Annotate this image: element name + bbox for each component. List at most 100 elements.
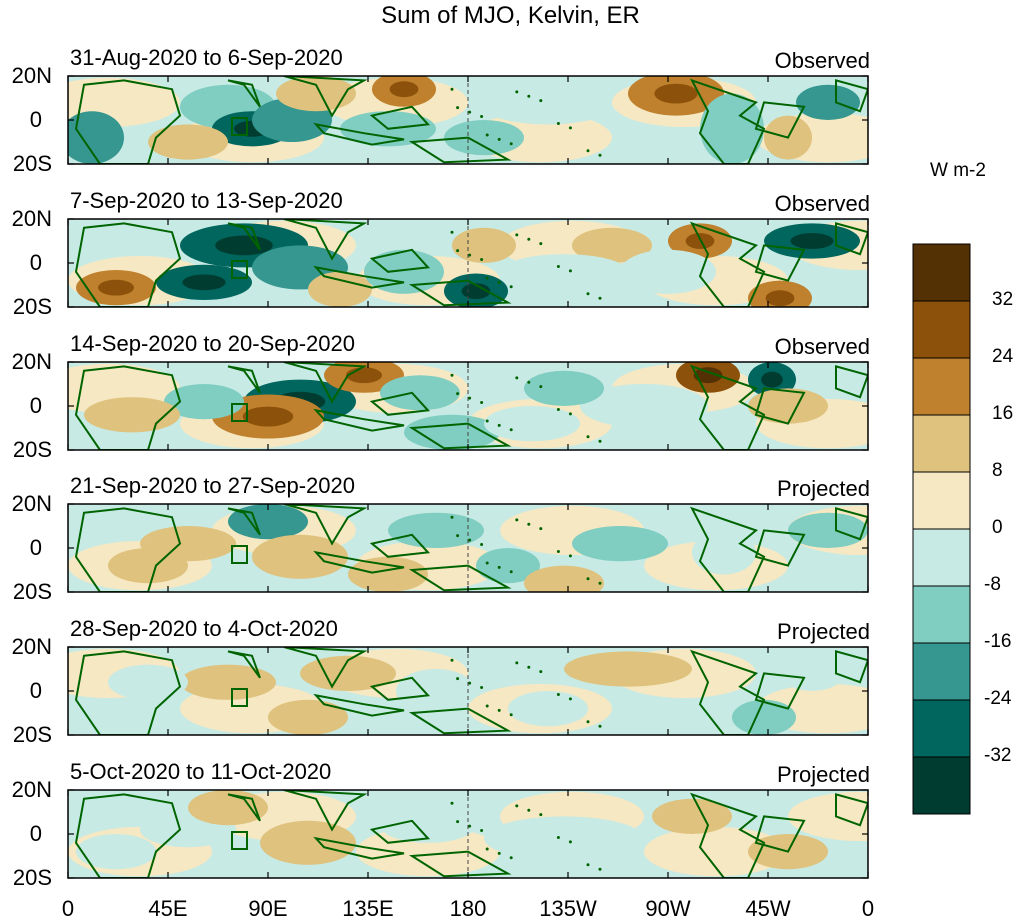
anomaly-contour [700, 93, 764, 164]
map-panel [67, 361, 869, 451]
coastline [408, 136, 512, 164]
panel-date-range: 7-Sep-2020 to 13-Sep-2020 [70, 188, 343, 213]
colorbar-segment [912, 585, 971, 644]
anomaly-contour [580, 384, 708, 428]
latitude-label: 20S [12, 294, 52, 319]
anomaly-contour [484, 406, 580, 442]
coastline [754, 101, 806, 139]
anomaly-contour [484, 816, 644, 861]
longitude-label: 0 [861, 896, 875, 921]
anomaly-contour [148, 124, 228, 160]
coastline [283, 219, 368, 261]
coastline [754, 387, 806, 425]
region-box [231, 403, 248, 422]
colorbar-units: W m-2 [930, 160, 986, 181]
panel-kind: Observed [774, 48, 870, 73]
latitude-label: 20N [11, 491, 52, 516]
coastline [835, 222, 868, 256]
coastline [835, 793, 868, 827]
panel-kind: Projected [777, 619, 870, 644]
anomaly-contour [76, 834, 156, 870]
latitude-label: 20S [12, 865, 52, 890]
anomaly-contour [732, 699, 796, 735]
latitude-label: 0 [29, 107, 42, 132]
panel-kind: Observed [774, 191, 870, 216]
coastline [313, 836, 405, 860]
longitude-label: 180 [449, 896, 487, 921]
coastline [313, 693, 405, 717]
coastline [227, 79, 261, 108]
coastline [754, 815, 806, 853]
colorbar-tick-label: 24 [992, 346, 1014, 367]
latitude-label: 20N [11, 206, 52, 231]
coastline [689, 364, 766, 450]
coastline [689, 792, 766, 878]
anomaly-contour [68, 111, 124, 164]
anomaly-contour [108, 664, 188, 700]
latitude-label: 0 [29, 821, 42, 846]
latitude-label: 20S [12, 579, 52, 604]
anomaly-contour [652, 798, 732, 835]
colorbar-tick-label: 32 [992, 289, 1014, 310]
anomaly-contour [388, 512, 484, 549]
anomaly-contour [524, 370, 604, 406]
map-panel [67, 789, 869, 879]
anomaly-contour [380, 807, 476, 843]
anomaly-contour [444, 120, 524, 156]
region-box [231, 260, 248, 279]
anomaly-contour [276, 76, 356, 112]
latitude-label: 20S [12, 722, 52, 747]
coastline [754, 672, 806, 710]
region-box [231, 545, 248, 564]
figure-title: Sum of MJO, Kelvin, ER [381, 2, 640, 29]
coastline [369, 391, 431, 416]
longitude-label: 0 [61, 896, 75, 921]
coastline [313, 550, 405, 574]
coastline [74, 222, 182, 307]
colorbar-tick-label: -16 [984, 631, 1012, 652]
coastline [227, 222, 261, 251]
latitude-label: 0 [29, 678, 42, 703]
longitude-label: 135E [342, 896, 394, 921]
coastline [689, 649, 766, 735]
colorbar-tick-label: 0 [992, 517, 1003, 538]
panel-date-range: 21-Sep-2020 to 27-Sep-2020 [70, 473, 355, 498]
panel-kind: Projected [777, 762, 870, 787]
anomaly-contour [268, 699, 348, 735]
coastline [313, 122, 405, 146]
coastline [74, 793, 182, 878]
anomaly-contour [476, 548, 540, 584]
longitude-label: 45W [745, 896, 791, 921]
colorbar-segment [912, 528, 971, 587]
coastline [408, 564, 512, 592]
anomaly-contour [348, 556, 428, 592]
longitude-label: 45E [148, 896, 188, 921]
coastline [283, 790, 368, 832]
anomaly-contour [748, 388, 828, 424]
coastline [313, 408, 405, 432]
colorbar [912, 243, 971, 815]
anomaly-contour [620, 249, 716, 294]
latitude-label: 0 [29, 535, 42, 560]
coastline [408, 707, 512, 735]
colorbar-segment [912, 756, 971, 815]
panel-date-range: 5-Oct-2020 to 11-Oct-2020 [70, 759, 332, 784]
anomaly-contour [780, 655, 844, 692]
anomaly-contour [404, 414, 500, 450]
anomaly-contour [180, 664, 276, 700]
colorbar-tick-label: 16 [992, 403, 1014, 424]
map-panel [67, 75, 869, 165]
colorbar-tick-label: -24 [984, 688, 1012, 709]
panel-date-range: 31-Aug-2020 to 6-Sep-2020 [70, 45, 343, 70]
coastline [369, 819, 431, 844]
coastline [408, 850, 512, 878]
coastline [227, 793, 261, 822]
anomaly-contour [396, 669, 476, 713]
panel-kind: Projected [777, 476, 870, 501]
anomaly-contour [524, 565, 604, 592]
coastline [283, 362, 368, 404]
coastline [689, 506, 766, 592]
longitude-label: 90E [248, 896, 288, 921]
region-box [231, 831, 248, 850]
coastline [313, 265, 405, 289]
